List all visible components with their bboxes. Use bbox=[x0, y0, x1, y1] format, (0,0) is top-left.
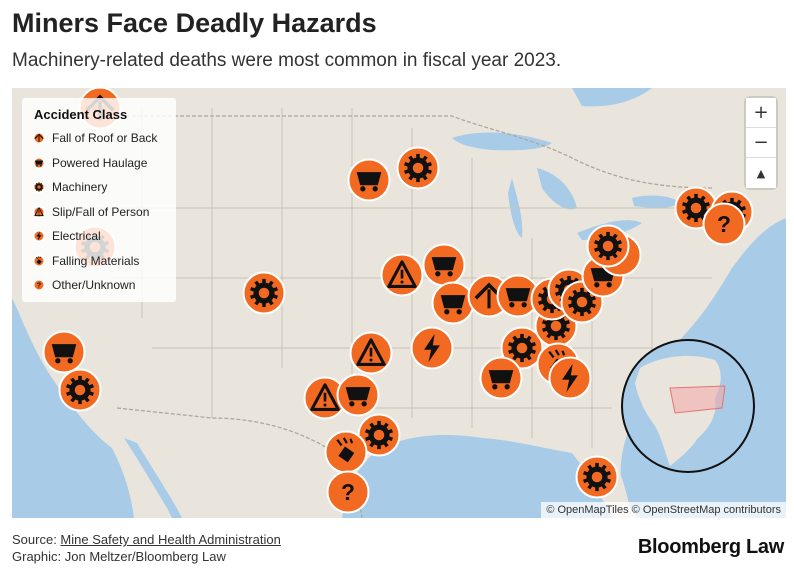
gear-accident-marker[interactable] bbox=[586, 224, 630, 268]
mine-cart-accident-marker[interactable] bbox=[347, 158, 391, 202]
chart-title: Miners Face Deadly Hazards bbox=[12, 8, 377, 38]
source-link[interactable]: Mine Safety and Health Administration bbox=[60, 532, 281, 547]
legend-item: Machinery bbox=[32, 178, 107, 196]
mine-cart-accident-marker[interactable] bbox=[431, 281, 475, 325]
legend-title: Accident Class bbox=[34, 107, 128, 122]
legend-item: Powered Haulage bbox=[32, 154, 147, 172]
gear-accident-marker[interactable] bbox=[357, 413, 401, 457]
question-icon: ? bbox=[32, 278, 46, 292]
question-accident-marker[interactable]: ? bbox=[326, 470, 370, 514]
mine-cart-accident-marker[interactable] bbox=[479, 356, 523, 400]
graphic-credit: Graphic: Jon Meltzer/Bloomberg Law bbox=[12, 549, 226, 564]
gear-accident-marker[interactable] bbox=[396, 146, 440, 190]
legend-label: Slip/Fall of Person bbox=[52, 204, 150, 219]
reset-north-button[interactable]: ▲ bbox=[746, 158, 776, 188]
mine-cart-accident-marker[interactable] bbox=[422, 243, 466, 287]
legend-label: Powered Haulage bbox=[52, 155, 148, 170]
chart-subtitle: Machinery-related deaths were most commo… bbox=[12, 50, 562, 71]
falling-materials-accident-marker[interactable] bbox=[324, 430, 368, 474]
svg-text:?: ? bbox=[37, 281, 42, 290]
lightning-accident-marker[interactable] bbox=[410, 326, 454, 370]
warning-triangle-accident-marker[interactable] bbox=[349, 331, 393, 375]
zoom-in-button[interactable]: + bbox=[746, 98, 776, 128]
source-line: Source: Mine Safety and Health Administr… bbox=[12, 532, 281, 547]
legend-label: Fall of Roof or Back bbox=[52, 131, 158, 145]
gear-accident-marker[interactable] bbox=[242, 271, 286, 315]
mine-cart-accident-marker[interactable] bbox=[336, 373, 380, 417]
legend-label: Falling Materials bbox=[52, 253, 140, 268]
mine-cart-accident-marker[interactable] bbox=[496, 274, 540, 318]
map-attribution: © OpenMapTiles © OpenStreetMap contribut… bbox=[541, 502, 786, 518]
legend-item: Fall of Roof or Back bbox=[32, 129, 157, 147]
lightning-icon bbox=[32, 229, 46, 243]
gear-accident-marker[interactable] bbox=[575, 455, 619, 499]
mine-cart-accident-marker[interactable] bbox=[42, 330, 86, 374]
legend-label: Machinery bbox=[52, 180, 108, 194]
legend-item: Slip/Fall of Person bbox=[32, 203, 149, 221]
zoom-out-button[interactable]: − bbox=[746, 128, 776, 158]
gear-accident-marker[interactable] bbox=[500, 326, 544, 370]
warning-triangle-accident-marker[interactable] bbox=[380, 253, 424, 297]
mine-cart-icon bbox=[32, 156, 46, 170]
legend-label: Other/Unknown bbox=[52, 278, 136, 292]
lightning-accident-marker[interactable] bbox=[548, 356, 592, 400]
legend: Accident Class Fall of Roof or Back Power… bbox=[22, 98, 176, 302]
svg-text:?: ? bbox=[717, 211, 731, 237]
question-accident-marker[interactable]: ? bbox=[702, 202, 746, 246]
falling-materials-icon bbox=[32, 254, 46, 268]
svg-text:?: ? bbox=[341, 479, 355, 505]
map-panel[interactable]: ??? Accident Class Fall of Roof or Back P… bbox=[12, 88, 786, 518]
roof-fall-icon bbox=[32, 131, 46, 145]
legend-item: ? Other/Unknown bbox=[32, 276, 135, 294]
inset-globe bbox=[621, 339, 755, 473]
zoom-controls: + − ▲ bbox=[746, 98, 776, 188]
gear-icon bbox=[32, 180, 46, 194]
warning-triangle-icon bbox=[32, 205, 46, 219]
legend-item: Electrical bbox=[32, 227, 101, 245]
legend-item: Falling Materials bbox=[32, 252, 139, 270]
brand-logo: Bloomberg Law bbox=[637, 536, 784, 558]
source-prefix: Source: bbox=[12, 532, 61, 547]
legend-label: Electrical bbox=[52, 229, 101, 243]
gear-accident-marker[interactable] bbox=[58, 368, 102, 412]
